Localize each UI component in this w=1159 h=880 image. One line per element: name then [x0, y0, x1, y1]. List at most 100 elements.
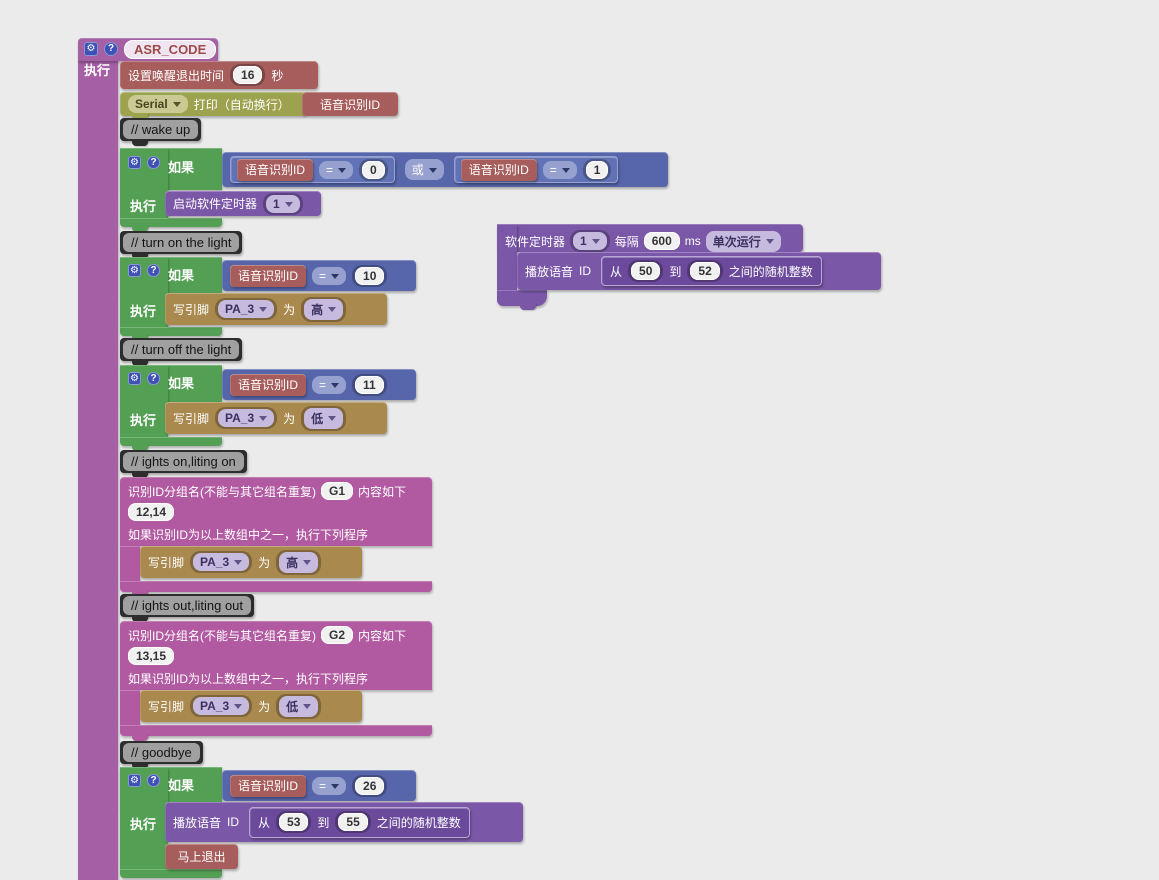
connector-nub	[132, 590, 148, 597]
serial-port-dropdown[interactable]: Serial	[128, 95, 188, 113]
block-serial-print[interactable]: Serial 打印（自动换行）	[120, 92, 306, 116]
number-field[interactable]: 1	[585, 160, 609, 179]
group-list-field[interactable]: 12,14	[128, 503, 175, 521]
pin-dropdown[interactable]: PA_3	[193, 553, 250, 571]
variable-block-asr-id[interactable]: 语音识别ID	[230, 373, 307, 396]
group-name-field[interactable]: G2	[321, 626, 354, 644]
number-field[interactable]: 0	[362, 160, 385, 179]
comparison-block[interactable]: 语音识别ID = 1	[453, 156, 619, 183]
block-write-pin[interactable]: 写引脚 PA_3 为 低	[140, 690, 362, 722]
pin-dropdown[interactable]: PA_3	[218, 409, 275, 427]
operator-dropdown[interactable]: =	[312, 375, 347, 394]
timer-block-left[interactable]	[497, 224, 517, 292]
level-dropdown[interactable]: 高	[304, 298, 344, 320]
condition-or-block[interactable]: 语音识别ID = 0 或 语音识别ID = 1	[222, 152, 668, 187]
number-field[interactable]: 11	[355, 375, 384, 394]
number-field[interactable]: 26	[355, 776, 385, 795]
comment-block[interactable]: // wake up	[120, 118, 202, 141]
group-block-bottom[interactable]	[120, 581, 432, 592]
gear-icon[interactable]: ⚙	[128, 372, 141, 385]
group-rule-line: 如果识别ID为以上数组中之一，执行下列程序	[128, 670, 368, 687]
timer-interval-field[interactable]: 600	[643, 232, 680, 250]
comment-block[interactable]: // turn on the light	[120, 231, 243, 254]
block-set-wake-time[interactable]: 设置唤醒退出时间 16 秒	[120, 61, 318, 89]
timer-number-dropdown[interactable]: 1	[266, 194, 300, 213]
help-icon[interactable]: ?	[147, 264, 160, 277]
comment-block[interactable]: // ights out,liting out	[120, 594, 255, 617]
number-field[interactable]: 50	[631, 262, 661, 280]
block-write-pin[interactable]: 写引脚 PA_3 为 高	[140, 546, 362, 578]
number-field[interactable]: 55	[338, 813, 368, 831]
condition-block[interactable]: 语音识别ID = 26	[222, 770, 416, 801]
number-field[interactable]: 53	[279, 813, 309, 831]
or-dropdown[interactable]: 或	[404, 159, 444, 180]
start-timer-label: 启动软件定时器	[173, 197, 258, 211]
variable-block-asr-id[interactable]: 语音识别ID	[230, 774, 307, 797]
help-icon[interactable]: ?	[147, 156, 160, 169]
if-block-bottom[interactable]	[120, 218, 222, 227]
help-icon[interactable]: ?	[147, 774, 160, 787]
help-icon[interactable]: ?	[147, 372, 160, 385]
if-block-bottom[interactable]	[120, 327, 222, 336]
if-block-bottom[interactable]	[120, 869, 222, 878]
condition-block[interactable]: 语音识别ID = 10	[222, 260, 416, 291]
block-play-voice[interactable]: 播放语音 ID 从 53 到 55 之间的随机整数	[165, 802, 523, 842]
block-write-pin[interactable]: 写引脚 PA_3 为 高	[165, 293, 387, 325]
block-start-timer[interactable]: 启动软件定时器 1	[165, 191, 321, 216]
gear-icon[interactable]: ⚙	[84, 42, 98, 56]
random-suffix-label: 之间的随机整数	[728, 264, 813, 279]
help-glyph: ?	[150, 774, 157, 786]
pin-value: PA_3	[225, 302, 255, 316]
gear-icon[interactable]: ⚙	[128, 774, 141, 787]
level-value: 低	[286, 699, 299, 714]
level-dropdown[interactable]: 低	[304, 407, 344, 429]
comment-block[interactable]: // ights on,liting on	[120, 450, 247, 473]
comment-block[interactable]: // goodbye	[120, 741, 203, 764]
asr-code-container-left[interactable]	[78, 38, 118, 880]
level-dropdown[interactable]: 低	[279, 695, 319, 717]
operator-dropdown[interactable]: =	[312, 266, 347, 285]
if-block-bottom[interactable]	[120, 437, 222, 446]
wei-label: 为	[258, 555, 271, 570]
number-slot: 10	[352, 264, 388, 287]
variable-block-asr-id[interactable]: 语音识别ID	[460, 158, 537, 181]
block-play-voice[interactable]: 播放语音 ID 从 50 到 52 之间的随机整数	[517, 252, 881, 290]
block-title-field[interactable]: ASR_CODE	[124, 40, 217, 59]
timer-block-bottom[interactable]	[497, 290, 547, 306]
random-int-block[interactable]: 从 53 到 55 之间的随机整数	[249, 806, 470, 838]
help-icon[interactable]: ?	[104, 42, 118, 56]
level-dropdown[interactable]: 高	[279, 551, 319, 573]
operator-dropdown[interactable]: =	[312, 776, 347, 795]
group-block-left[interactable]	[120, 546, 140, 581]
comment-block[interactable]: // turn off the light	[120, 338, 243, 361]
condition-block[interactable]: 语音识别ID = 11	[222, 369, 416, 400]
variable-block-asr-id[interactable]: 语音识别ID	[237, 158, 314, 181]
wake-time-field[interactable]: 16	[233, 66, 263, 84]
timer-mode-dropdown[interactable]: 单次运行	[705, 230, 781, 252]
block-write-pin[interactable]: 写引脚 PA_3 为 低	[165, 402, 387, 434]
unit-label: 秒	[271, 68, 284, 83]
operator-dropdown[interactable]: =	[542, 160, 577, 179]
level-slot: 低	[301, 405, 347, 431]
comparison-block[interactable]: 语音识别ID = 0	[230, 156, 395, 183]
random-int-block[interactable]: 从 50 到 52 之间的随机整数	[601, 256, 822, 286]
value-block-asr-id[interactable]: 语音识别ID	[302, 92, 398, 116]
gear-icon[interactable]: ⚙	[128, 156, 141, 169]
group-block-bottom[interactable]	[120, 725, 432, 736]
group-list-field[interactable]: 13,15	[128, 647, 175, 665]
group-name-field[interactable]: G1	[321, 482, 354, 500]
variable-block-asr-id[interactable]: 语音识别ID	[230, 264, 307, 287]
pin-dropdown[interactable]: PA_3	[218, 300, 275, 318]
group-block-left[interactable]	[120, 690, 140, 725]
number-slot: 26	[352, 774, 388, 797]
gear-icon[interactable]: ⚙	[128, 264, 141, 277]
timer-number-dropdown[interactable]: 1	[573, 232, 607, 250]
block-exit-now[interactable]: 马上退出	[165, 844, 238, 869]
exec-label: 执行	[130, 817, 157, 832]
number-field[interactable]: 52	[690, 262, 720, 280]
pin-dropdown[interactable]: PA_3	[193, 697, 250, 715]
number-field[interactable]: 10	[355, 266, 385, 285]
dropdown-arrow-icon	[303, 560, 312, 569]
operator-dropdown[interactable]: =	[319, 160, 354, 179]
